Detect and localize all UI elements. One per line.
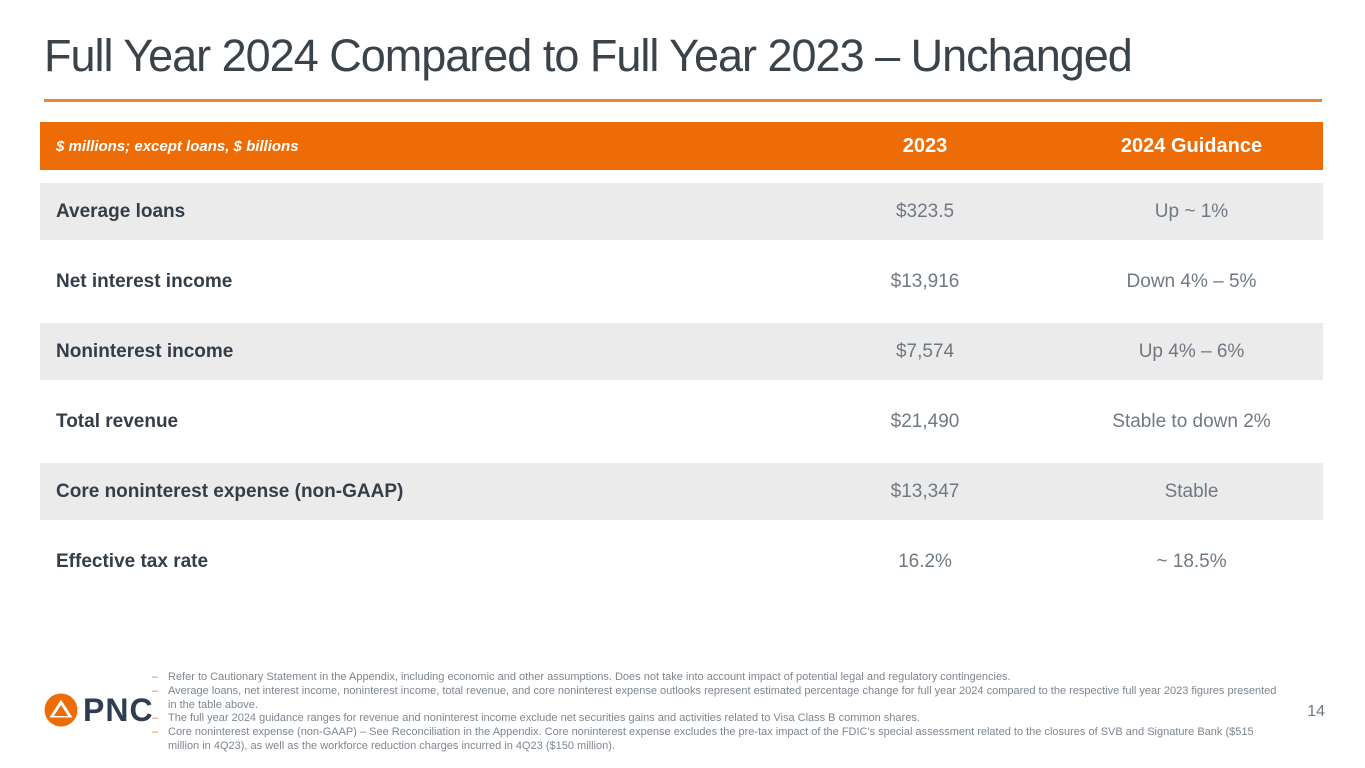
footnote-dash: – (152, 712, 159, 725)
column-header-2023: 2023 (902, 134, 948, 157)
row-value-2023: $323.5 (895, 200, 955, 222)
row-value-2023: $21,490 (890, 410, 960, 432)
table-body: Average loans $323.5 Up ~ 1% Net interest i… (40, 183, 1323, 590)
row-label: Core noninterest expense (non-GAAP) (56, 480, 404, 502)
pnc-wordmark: PNC (83, 692, 154, 728)
footnote-text: Core noninterest expense (non-GAAP) – Se… (168, 726, 1254, 752)
row-label: Net interest income (56, 270, 233, 292)
table-row: Net interest income $13,916 Down 4% – 5% (40, 253, 1323, 310)
row-value-guidance: Up 4% – 6% (1138, 340, 1245, 362)
footnote-item: – The full year 2024 guidance ranges for … (152, 712, 1284, 726)
footnote-dash: – (152, 684, 159, 697)
table-row: Total revenue $21,490 Stable to down 2% (40, 393, 1323, 450)
row-label: Noninterest income (56, 340, 234, 362)
column-header-2024-guidance: 2024 Guidance (1120, 134, 1263, 157)
page-number: 14 (1307, 703, 1325, 720)
row-value-2023: $13,347 (890, 480, 960, 502)
table-units-note: $ millions; except loans, $ billions (56, 137, 299, 155)
row-value-2023: $7,574 (895, 340, 955, 362)
row-value-guidance: ~ 18.5% (1156, 550, 1227, 572)
row-value-2023: 16.2% (898, 550, 952, 572)
table-row: Core noninterest expense (non-GAAP) $13,3… (40, 463, 1323, 520)
pnc-logo-icon (44, 693, 78, 727)
footnote-dash: – (152, 671, 159, 683)
footnotes: – Refer to Cautionary Statement in the Ap… (152, 671, 1284, 754)
footnote-dash: – (152, 726, 159, 738)
row-value-guidance: Up ~ 1% (1154, 200, 1229, 222)
footnote-item: – Average loans, net interest income, non… (152, 685, 1284, 713)
footnote-text: Average loans, net interest income, noni… (168, 684, 1277, 711)
footnote-text: The full year 2024 guidance ranges for r… (168, 712, 920, 725)
row-label: Average loans (56, 200, 186, 222)
row-label: Total revenue (56, 410, 179, 432)
row-value-guidance: Down 4% – 5% (1126, 270, 1257, 292)
row-label: Effective tax rate (56, 550, 209, 572)
pnc-logo: PNC (44, 693, 154, 727)
table-row: Noninterest income $7,574 Up 4% – 6% (40, 323, 1323, 380)
footnote-text: Refer to Cautionary Statement in the App… (168, 671, 1011, 683)
row-value-guidance: Stable to down 2% (1112, 410, 1271, 432)
guidance-table: $ millions; except loans, $ billions 202… (40, 122, 1323, 590)
footnote-item: – Refer to Cautionary Statement in the Ap… (152, 671, 1284, 685)
footnote-item: – Core noninterest expense (non-GAAP) – S… (152, 726, 1284, 754)
table-header-row: $ millions; except loans, $ billions 202… (40, 122, 1323, 170)
table-row: Average loans $323.5 Up ~ 1% (40, 183, 1323, 240)
page-title: Full Year 2024 Compared to Full Year 202… (44, 30, 1133, 81)
row-value-guidance: Stable (1164, 480, 1219, 502)
row-value-2023: $13,916 (890, 270, 960, 292)
table-row: Effective tax rate 16.2% ~ 18.5% (40, 533, 1323, 590)
title-underline (44, 99, 1322, 102)
